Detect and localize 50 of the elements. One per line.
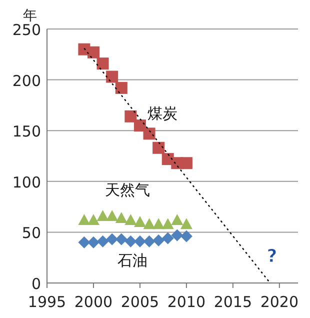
point xyxy=(78,236,90,248)
point xyxy=(96,58,109,70)
point xyxy=(162,232,174,244)
point xyxy=(171,214,184,226)
point xyxy=(115,82,128,94)
series-label: 天然气 xyxy=(104,180,150,199)
point xyxy=(162,218,174,230)
point xyxy=(106,70,118,83)
point xyxy=(87,214,100,226)
y-tick-label: 200 xyxy=(12,72,41,90)
series-label: 石油 xyxy=(117,251,148,270)
point xyxy=(152,218,165,230)
y-tick-label: 100 xyxy=(12,173,41,192)
x-tick-label: 2020 xyxy=(260,293,298,311)
point xyxy=(96,235,109,248)
point xyxy=(124,110,137,122)
point xyxy=(87,236,100,248)
x-tick-label: 2005 xyxy=(120,293,160,311)
point xyxy=(115,212,128,223)
point xyxy=(143,218,156,230)
point xyxy=(152,142,165,154)
x-tick-label: 2010 xyxy=(167,293,206,311)
y-tick-label: 0 xyxy=(31,275,41,293)
x-tick-label: 2015 xyxy=(214,293,252,311)
point xyxy=(134,120,146,132)
point xyxy=(96,210,109,221)
y-axis-title: 年 xyxy=(23,8,37,24)
point xyxy=(180,157,192,170)
y-tick-label: 150 xyxy=(12,122,41,141)
annotation: ? xyxy=(266,246,278,267)
point xyxy=(143,235,156,248)
point xyxy=(115,233,128,246)
y-tick-label: 50 xyxy=(22,224,41,242)
point xyxy=(124,235,137,248)
point xyxy=(106,233,118,246)
point xyxy=(171,229,184,242)
x-tick-label: 1995 xyxy=(28,293,66,311)
point xyxy=(106,210,118,221)
point xyxy=(143,128,156,140)
series-label: 煤炭 xyxy=(148,104,178,122)
point xyxy=(152,234,165,246)
point xyxy=(134,235,146,248)
point xyxy=(124,214,137,226)
point xyxy=(87,46,100,58)
x-tick-label: 2000 xyxy=(74,293,113,311)
point xyxy=(180,230,192,242)
point xyxy=(180,218,192,230)
point xyxy=(78,214,90,226)
y-tick-label: 250 xyxy=(12,21,41,39)
point xyxy=(134,216,146,228)
